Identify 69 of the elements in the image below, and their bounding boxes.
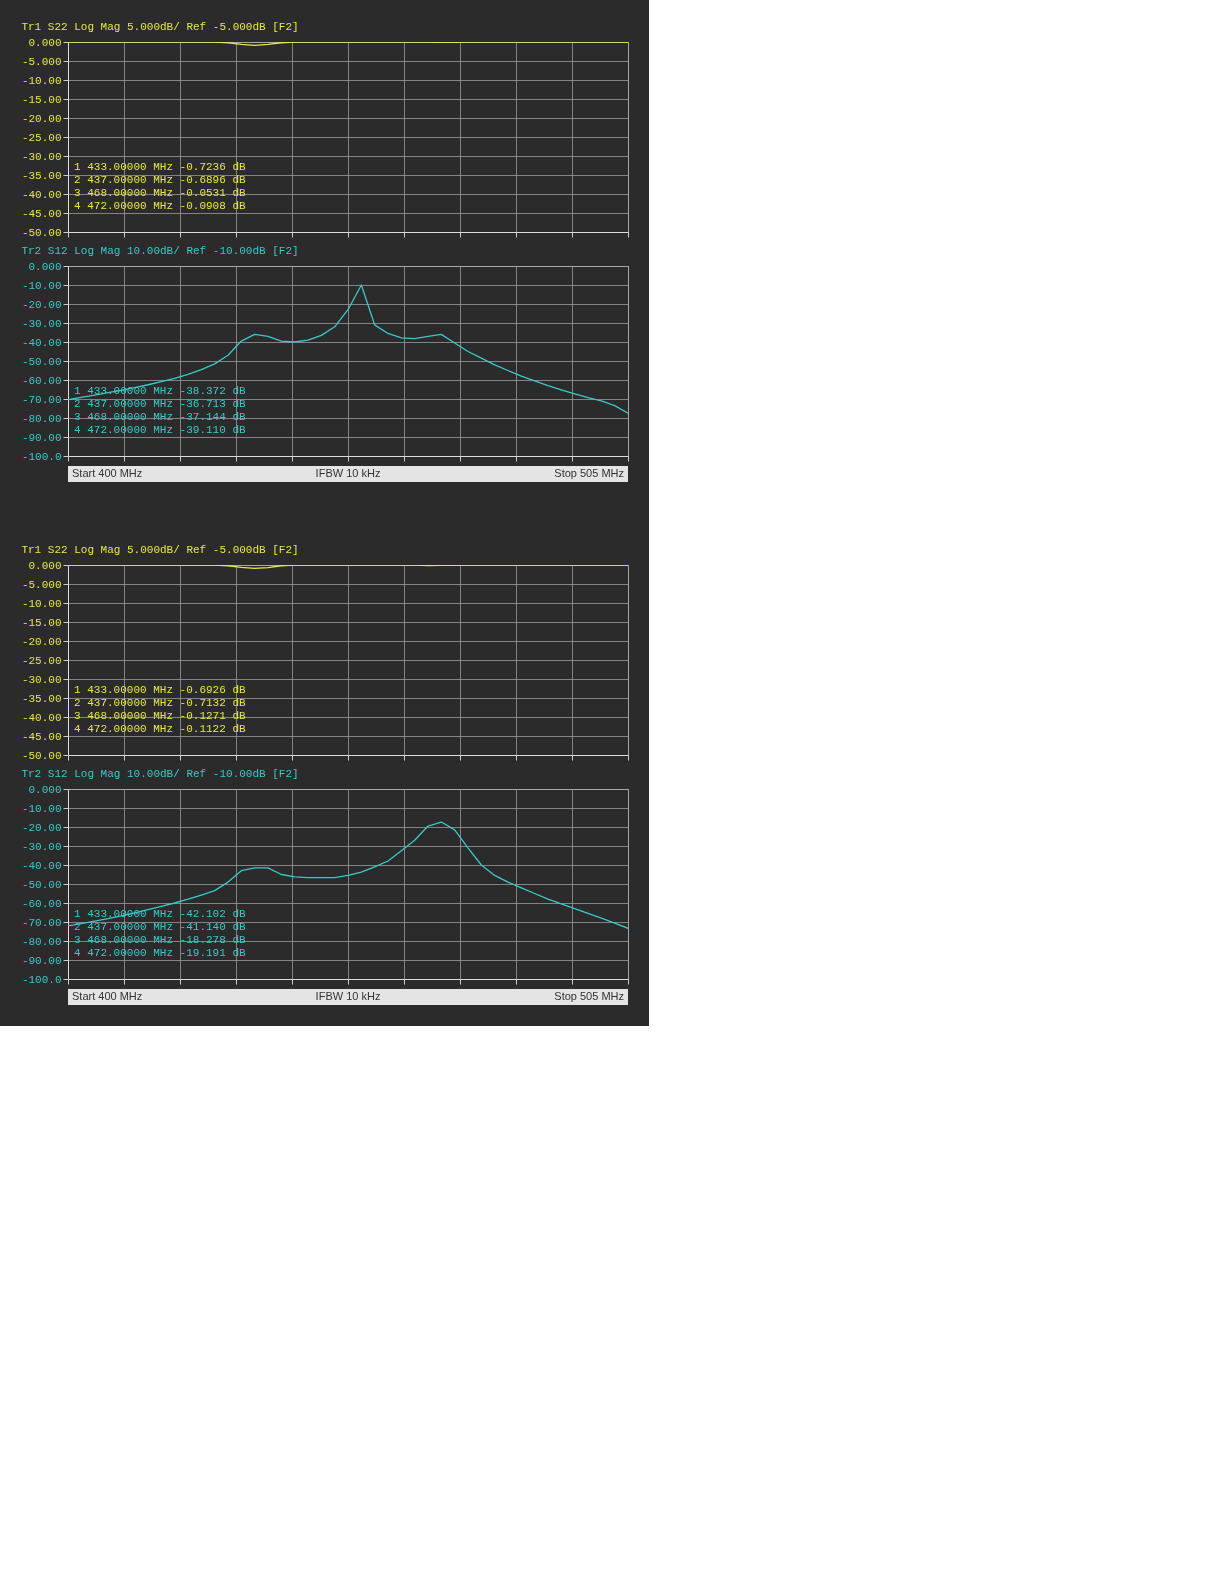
y-tick-label: -25.00 bbox=[21, 131, 62, 144]
y-tick-label: -90.00 bbox=[21, 431, 62, 444]
y-tick-label: -80.00 bbox=[21, 935, 62, 948]
y-tick-label: 0.000 bbox=[28, 783, 62, 796]
y-tick-label: 0.000 bbox=[28, 260, 62, 273]
y-tick-label: -45.00 bbox=[21, 730, 62, 743]
chart-title: Tr2 S12 Log Mag 10.00dB/ Ref -10.00dB [F2] bbox=[21, 768, 299, 780]
y-tick-label: -10.00 bbox=[21, 74, 62, 87]
y-tick-label: -30.00 bbox=[21, 673, 62, 686]
y-tick-label: -80.00 bbox=[21, 412, 62, 425]
annotation: 2 437.00000 MHz -0.7132 dB bbox=[74, 697, 247, 710]
annotation: 4 472.00000 MHz -39.110 dB bbox=[74, 424, 247, 437]
y-tick-label: -35.00 bbox=[21, 692, 62, 705]
annotation: 4 472.00000 MHz -0.0908 dB bbox=[74, 200, 247, 213]
text: IFBW 10 kHz bbox=[315, 467, 381, 479]
annotation: 4 472.00000 MHz -0.1122 dB bbox=[74, 723, 247, 736]
annotation: 1 433.00000 MHz -0.6926 dB bbox=[74, 684, 247, 697]
y-tick-label: -25.00 bbox=[21, 654, 62, 667]
y-tick-label: -10.00 bbox=[21, 597, 62, 610]
annotation: 2 437.00000 MHz -0.6896 dB bbox=[74, 174, 247, 187]
y-tick-label: -5.000 bbox=[21, 578, 62, 591]
y-tick-label: -10.00 bbox=[21, 279, 62, 292]
y-tick-label: -40.00 bbox=[21, 336, 62, 349]
line-series bbox=[68, 821, 628, 929]
line-series bbox=[68, 284, 628, 414]
y-tick-label: -15.00 bbox=[21, 93, 62, 106]
y-tick-label: -20.00 bbox=[21, 821, 62, 834]
y-tick-label: -60.00 bbox=[21, 897, 62, 910]
y-tick-label: -20.00 bbox=[21, 112, 62, 125]
chart-title: Tr1 S22 Log Mag 5.000dB/ Ref -5.000dB [F2] bbox=[21, 21, 299, 33]
y-tick-label: -30.00 bbox=[21, 317, 62, 330]
annotation: 2 437.00000 MHz -36.713 dB bbox=[74, 398, 247, 411]
text: Stop 505 MHz bbox=[554, 990, 624, 1002]
y-tick-label: -90.00 bbox=[21, 954, 62, 967]
y-tick-label: 0.000 bbox=[28, 36, 62, 49]
y-tick-label: -50.00 bbox=[21, 355, 62, 368]
y-tick-label: -60.00 bbox=[21, 374, 62, 387]
text: Start 400 MHz bbox=[72, 990, 143, 1002]
y-tick-label: -70.00 bbox=[21, 916, 62, 929]
y-tick-label: -30.00 bbox=[21, 840, 62, 853]
annotation: 1 433.00000 MHz -0.7236 dB bbox=[74, 161, 247, 174]
chart-title: Tr1 S22 Log Mag 5.000dB/ Ref -5.000dB [F2] bbox=[21, 544, 299, 556]
y-tick-label: -5.000 bbox=[21, 55, 62, 68]
y-tick-label: -40.00 bbox=[21, 859, 62, 872]
annotation: 3 468.00000 MHz -0.0531 dB bbox=[74, 187, 247, 200]
annotation: 3 468.00000 MHz -18.278 dB bbox=[74, 934, 247, 947]
y-tick-label: -45.00 bbox=[21, 207, 62, 220]
y-tick-label: -15.00 bbox=[21, 616, 62, 629]
y-tick-label: -30.00 bbox=[21, 150, 62, 163]
y-tick-label: -20.00 bbox=[21, 298, 62, 311]
y-tick-label: -50.00 bbox=[21, 878, 62, 891]
text: Start 400 MHz bbox=[72, 467, 143, 479]
y-tick-label: 0.000 bbox=[28, 559, 62, 572]
text: IFBW 10 kHz bbox=[315, 990, 381, 1002]
y-tick-label: -50.00 bbox=[21, 749, 62, 762]
y-tick-label: -40.00 bbox=[21, 711, 62, 724]
y-tick-label: -35.00 bbox=[21, 169, 62, 182]
text: Stop 505 MHz bbox=[554, 467, 624, 479]
annotation: 3 468.00000 MHz -0.1271 dB bbox=[74, 710, 247, 723]
chart-title: Tr2 S12 Log Mag 10.00dB/ Ref -10.00dB [F2] bbox=[21, 245, 299, 257]
y-tick-label: -20.00 bbox=[21, 635, 62, 648]
y-tick-label: -70.00 bbox=[21, 393, 62, 406]
y-tick-label: -100.0 bbox=[21, 450, 62, 463]
y-tick-label: -50.00 bbox=[21, 226, 62, 239]
y-tick-label: -40.00 bbox=[21, 188, 62, 201]
y-tick-label: -100.0 bbox=[21, 973, 62, 986]
y-tick-label: -10.00 bbox=[21, 802, 62, 815]
annotation: 4 472.00000 MHz -19.191 dB bbox=[74, 947, 247, 960]
annotation: 3 468.00000 MHz -37.144 dB bbox=[74, 411, 247, 424]
